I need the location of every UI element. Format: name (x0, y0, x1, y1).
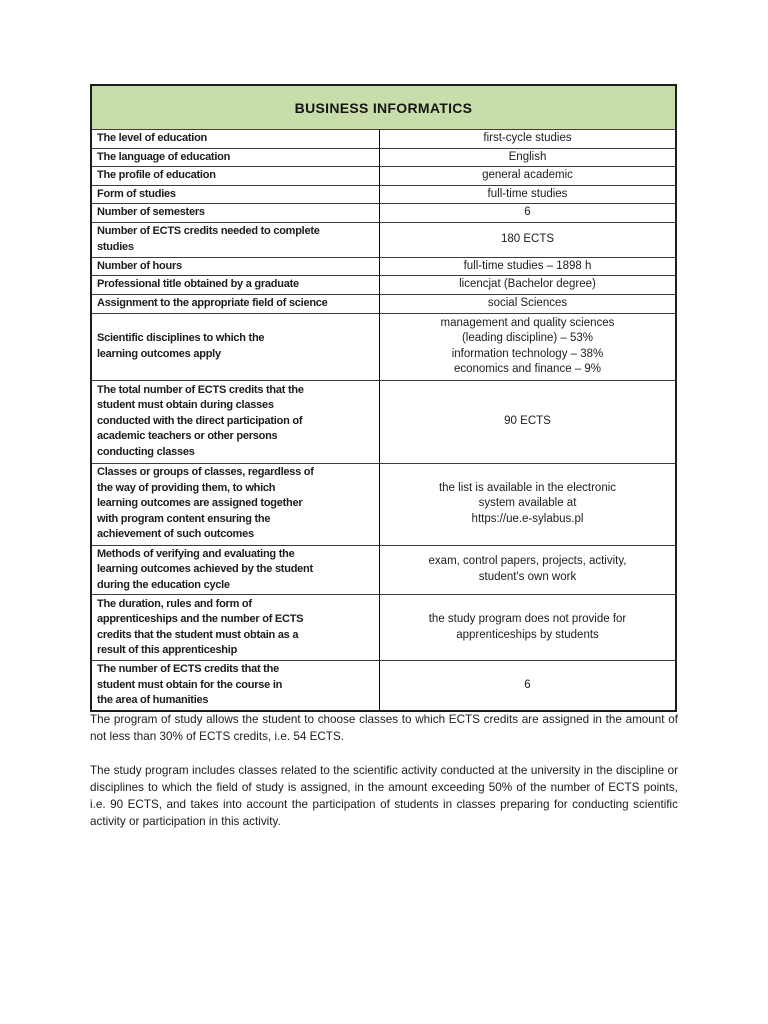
row-value-text: first-cycle studies (483, 132, 572, 144)
program-title: BUSINESS INFORMATICS (294, 99, 473, 116)
row-label: Professional title obtained by a graduat… (92, 276, 380, 294)
row-label-text: The level of education (97, 132, 208, 144)
table-title-header: BUSINESS INFORMATICS (92, 86, 675, 129)
row-label-text: The duration, rules and form of apprenti… (97, 597, 304, 657)
table-row: Methods of verifying and evaluating the … (92, 544, 675, 595)
row-label: Number of hours (92, 257, 380, 275)
row-value: exam, control papers, projects, activity… (380, 546, 675, 595)
table-row: The language of education English (92, 147, 675, 167)
row-label-text: Professional title obtained by a graduat… (97, 278, 299, 290)
table-row: Assignment to the appropriate field of s… (92, 293, 675, 313)
row-value: licencjat (Bachelor degree) (380, 276, 675, 294)
row-label-text: Number of ECTS credits needed to complet… (97, 225, 320, 253)
row-value: 6 (380, 204, 675, 222)
row-value-text: the list is available in the electronic … (438, 481, 617, 525)
row-label-text: The total number of ECTS credits that th… (97, 383, 304, 458)
row-value-text: 90 ECTS (504, 414, 551, 427)
row-label: The profile of education (92, 167, 380, 185)
row-label: Scientific disciplines to which the lear… (92, 313, 380, 380)
row-label: Form of studies (92, 185, 380, 203)
row-label: The level of education (92, 130, 380, 148)
table-row: Classes or groups of classes, regardless… (92, 462, 675, 545)
row-value: full-time studies (380, 186, 675, 204)
table-row: Form of studies full-time studies (92, 184, 675, 204)
table-row: Number of hours full-time studies – 1898… (92, 256, 675, 276)
table-row: The level of education first-cycle studi… (92, 129, 675, 148)
row-label-text: Assignment to the appropriate field of s… (97, 296, 328, 309)
row-label: The duration, rules and form of apprenti… (92, 595, 380, 660)
row-label: Methods of verifying and evaluating the … (92, 545, 380, 594)
row-value-text: social Sciences (487, 296, 568, 309)
table-row: The number of ECTS credits that the stud… (92, 660, 675, 710)
row-label: The language of education (92, 148, 380, 166)
table-row: The total number of ECTS credits that th… (92, 379, 675, 463)
row-value: social Sciences (380, 295, 675, 313)
row-label-text: The profile of education (97, 169, 216, 181)
row-value: general academic (380, 167, 675, 185)
row-label-text: Number of hours (97, 259, 182, 272)
row-value: 6 (380, 661, 675, 710)
table-row: The duration, rules and form of apprenti… (92, 594, 675, 660)
program-info-table: BUSINESS INFORMATICS The level of educat… (90, 84, 677, 712)
row-value-text: the study program does not provide for a… (428, 613, 627, 641)
row-label-text: Classes or groups of classes, regardless… (97, 466, 314, 541)
row-value-text: full-time studies (487, 187, 568, 200)
row-value-text: full-time studies – 1898 h (463, 259, 592, 272)
row-label-text: Form of studies (97, 187, 176, 200)
row-label: The total number of ECTS credits that th… (92, 380, 380, 463)
table-row: Professional title obtained by a graduat… (92, 275, 675, 294)
note-paragraph-scientific-activity: The study program includes classes relat… (90, 764, 678, 828)
note-paragraph-electives: The program of study allows the student … (90, 713, 678, 743)
row-label-text: The number of ECTS credits that the stud… (97, 663, 283, 707)
row-value: the study program does not provide for a… (380, 595, 675, 660)
row-label-text: Methods of verifying and evaluating the … (97, 547, 313, 591)
row-label: Assignment to the appropriate field of s… (92, 294, 380, 313)
row-label-text: Scientific disciplines to which the lear… (97, 332, 265, 360)
row-value-text: general academic (482, 169, 573, 181)
row-value: 90 ECTS (380, 381, 675, 463)
notes-section: The program of study allows the student … (90, 711, 678, 847)
row-value: 180 ECTS (380, 223, 675, 257)
row-label-text: The language of education (97, 150, 231, 163)
row-value: full-time studies – 1898 h (380, 258, 675, 276)
row-label-text: Number of semesters (97, 206, 205, 218)
row-value: the list is available in the electronic … (380, 464, 675, 545)
row-value-text: 180 ECTS (500, 232, 555, 245)
row-value-text: English (508, 150, 547, 163)
table-row: The profile of education general academi… (92, 166, 675, 185)
row-label: The number of ECTS credits that the stud… (92, 661, 380, 710)
row-value-text: management and quality sciences (leading… (440, 316, 615, 376)
row-label: Number of ECTS credits needed to complet… (92, 222, 380, 257)
row-label: Classes or groups of classes, regardless… (92, 463, 380, 545)
row-label: Number of semesters (92, 204, 380, 222)
row-value-text: exam, control papers, projects, activity… (428, 555, 627, 583)
row-value: English (380, 149, 675, 167)
table-row: Number of semesters 6 (92, 203, 675, 222)
row-value-text: licencjat (Bachelor degree) (459, 278, 596, 290)
table-row: Number of ECTS credits needed to complet… (92, 221, 675, 257)
table-row: Scientific disciplines to which the lear… (92, 312, 675, 380)
row-value: management and quality sciences (leading… (380, 314, 675, 380)
row-value: first-cycle studies (380, 130, 675, 148)
row-value-text: 6 (524, 678, 531, 691)
row-value-text: 6 (524, 206, 531, 218)
